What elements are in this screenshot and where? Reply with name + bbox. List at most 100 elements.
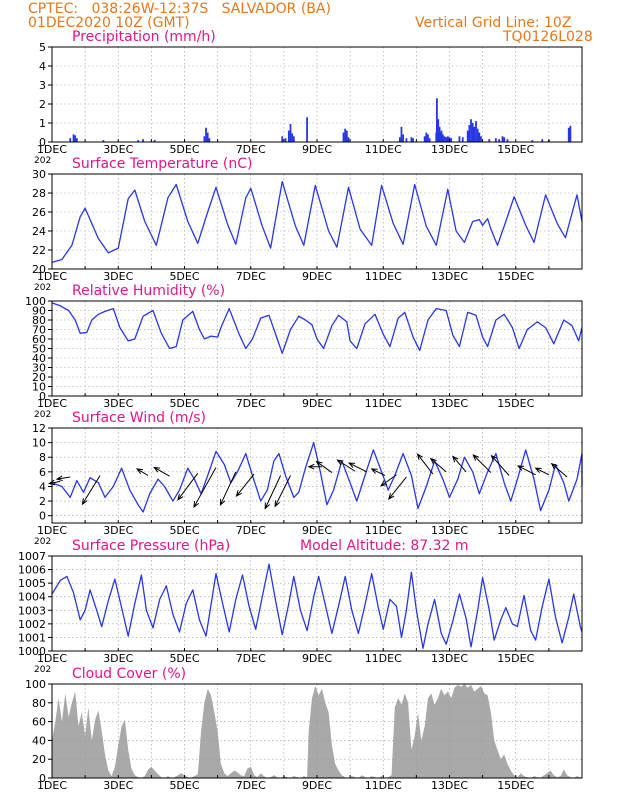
wind-arrow — [135, 468, 149, 476]
precip-bar — [531, 140, 534, 142]
x-tick-label: 9DEC — [302, 524, 332, 537]
y-tick-label: 0 — [39, 136, 46, 149]
precip-title: Precipitation (mm/h) — [72, 29, 216, 45]
y-tick-label: 80 — [32, 314, 46, 327]
wind-arrow — [55, 475, 71, 482]
x-tick-label: 11DEC — [365, 270, 402, 283]
x-tick-label: 13DEC — [431, 779, 468, 792]
precip-bar — [344, 128, 347, 142]
y-tick-label: 1003 — [18, 604, 46, 617]
y-tick-label: 5 — [39, 41, 46, 54]
precip-bar — [402, 134, 405, 142]
precip-bar — [400, 126, 403, 142]
precip-bar — [345, 130, 348, 142]
y-tick-label: 24 — [32, 225, 46, 238]
y-tick-label: 50 — [32, 343, 46, 356]
precip-bar — [470, 119, 472, 142]
precip-bar — [501, 136, 504, 142]
wind-arrow — [274, 475, 291, 508]
wind-line — [51, 441, 583, 513]
precip-bar — [75, 138, 78, 142]
precip-bar — [428, 138, 431, 142]
x-tick-label: 1DEC — [37, 779, 67, 792]
precip-bar — [441, 134, 444, 142]
temp-title: Surface Temperature (nC) — [72, 156, 253, 172]
press-title: Surface Pressure (hPa) — [72, 538, 230, 554]
precip-bar — [206, 132, 209, 142]
precip-bar — [423, 136, 426, 142]
x-tick-label: 9DEC — [302, 270, 332, 283]
y-tick-label: 0 — [39, 390, 46, 403]
precip-bar — [446, 136, 449, 142]
y-tick-label: 20 — [32, 263, 46, 276]
x-tick-label: 7DEC — [236, 143, 266, 156]
x-tick-label: 5DEC — [169, 397, 199, 410]
wind-arrow — [370, 468, 386, 476]
precip-bar — [461, 137, 464, 142]
x-tick-label: 15DEC — [497, 397, 534, 410]
y-tick-label: 60 — [32, 333, 46, 346]
y-tick-label: 2 — [39, 495, 46, 508]
x-tick-label: 15DEC — [497, 143, 534, 156]
cloud-area — [52, 684, 582, 778]
y-tick-label: 100 — [25, 295, 46, 308]
year-label: 202 — [34, 665, 51, 675]
precip-bar — [102, 140, 105, 142]
header-station: CPTEC: 038:26W-12:37S SALVADOR (BA) — [28, 1, 331, 17]
precip-bar — [137, 140, 140, 142]
wind-arrow — [219, 471, 237, 507]
y-tick-label: 0 — [39, 772, 46, 785]
x-tick-label: 5DEC — [169, 652, 199, 665]
precip-bar — [306, 117, 308, 142]
precip-bar — [203, 136, 206, 142]
x-tick-label: 7DEC — [236, 397, 266, 410]
precip-bar — [478, 132, 481, 142]
header-run-time: 01DEC2020 10Z (GMT) — [28, 15, 190, 31]
precip-bar — [476, 128, 479, 142]
wind-arrow — [472, 454, 492, 473]
precip-bar — [74, 135, 77, 142]
wind-arrow — [307, 463, 322, 470]
precip-bar — [347, 137, 350, 142]
x-tick-label: 1DEC — [37, 524, 67, 537]
x-tick-label: 9DEC — [302, 652, 332, 665]
precip-bar — [208, 138, 211, 142]
y-tick-label: 28 — [32, 187, 46, 200]
x-tick-label: 1DEC — [37, 143, 67, 156]
precip-bar — [405, 138, 408, 142]
y-tick-label: 40 — [32, 734, 46, 747]
precip-bar — [506, 139, 509, 142]
year-label: 202 — [34, 410, 51, 420]
x-tick-label: 11DEC — [365, 524, 402, 537]
year-label: 202 — [34, 537, 51, 547]
y-tick-label: 6 — [39, 466, 46, 479]
x-tick-label: 11DEC — [365, 652, 402, 665]
x-tick-label: 9DEC — [302, 779, 332, 792]
precip-bar — [471, 123, 474, 142]
wind-arrow — [490, 454, 510, 476]
precip-bar — [438, 126, 441, 142]
wind-title: Surface Wind (m/s) — [72, 410, 206, 426]
wind-arrow — [347, 462, 367, 473]
y-tick-label: 3 — [39, 79, 46, 92]
y-tick-label: 10 — [32, 381, 46, 394]
precip-bar — [541, 139, 544, 142]
y-tick-label: 26 — [32, 206, 46, 219]
wind-arrow — [534, 467, 550, 476]
x-tick-label: 9DEC — [302, 143, 332, 156]
precip-bar — [289, 123, 292, 142]
y-tick-label: 1 — [39, 117, 46, 130]
x-tick-label: 15DEC — [497, 270, 534, 283]
y-tick-label: 1001 — [18, 631, 46, 644]
wind-arrow — [550, 462, 568, 478]
y-tick-label: 1006 — [18, 564, 46, 577]
precip-bar — [437, 119, 440, 142]
y-tick-label: 100 — [25, 678, 46, 691]
precip-bar — [494, 138, 497, 142]
x-tick-label: 5DEC — [169, 779, 199, 792]
precip-bar — [440, 130, 443, 142]
y-tick-label: 90 — [32, 305, 46, 318]
x-tick-label: 1DEC — [37, 270, 67, 283]
wind-arrow — [516, 465, 536, 476]
x-tick-label: 13DEC — [431, 524, 468, 537]
